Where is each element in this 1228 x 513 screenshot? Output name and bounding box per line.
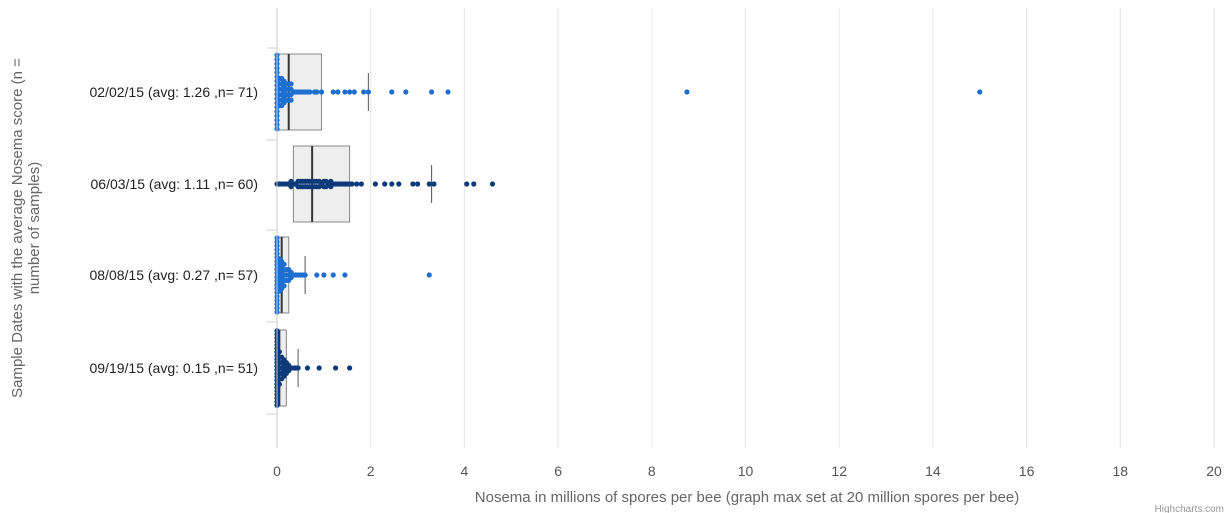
data-point bbox=[281, 283, 287, 289]
data-point bbox=[332, 365, 339, 371]
x-tick-label: 10 bbox=[738, 463, 754, 479]
x-tick-label: 20 bbox=[1206, 463, 1222, 479]
y-axis: 02/02/15 (avg: 1.26 ,n= 71) 06/03/15 (avg… bbox=[89, 8, 278, 448]
data-point bbox=[977, 89, 983, 95]
data-point bbox=[414, 181, 421, 187]
data-point bbox=[365, 89, 371, 95]
data-point bbox=[489, 181, 496, 187]
data-points bbox=[274, 52, 983, 408]
x-tick-label: 8 bbox=[648, 463, 656, 479]
data-point bbox=[316, 365, 322, 371]
data-point bbox=[330, 89, 336, 95]
x-axis-title: Nosema in millions of spores per bee (gr… bbox=[475, 489, 1019, 506]
data-point bbox=[349, 181, 355, 187]
data-point bbox=[295, 365, 301, 371]
data-point bbox=[304, 365, 311, 371]
x-tick-label: 0 bbox=[273, 463, 281, 479]
x-tick-label: 2 bbox=[367, 463, 375, 479]
data-point bbox=[288, 81, 294, 87]
data-point bbox=[347, 89, 353, 95]
grid-lines bbox=[370, 8, 1215, 448]
data-point bbox=[314, 89, 320, 95]
data-point bbox=[471, 181, 477, 187]
data-point bbox=[396, 181, 402, 187]
data-point bbox=[361, 89, 367, 95]
data-point bbox=[382, 181, 388, 187]
data-point bbox=[342, 89, 348, 95]
data-point bbox=[314, 272, 320, 278]
data-point bbox=[321, 272, 327, 278]
category-label: 08/08/15 (avg: 0.27 ,n= 57) bbox=[89, 267, 258, 283]
data-point bbox=[426, 181, 432, 187]
credits: Highcharts.com bbox=[1155, 504, 1224, 513]
data-point bbox=[429, 89, 435, 95]
data-point bbox=[351, 89, 357, 95]
data-point bbox=[330, 272, 336, 278]
data-point bbox=[684, 89, 690, 95]
data-point bbox=[464, 181, 470, 187]
data-point bbox=[426, 272, 432, 278]
data-point bbox=[389, 89, 395, 95]
category-label: 09/19/15 (avg: 0.15 ,n= 51) bbox=[89, 360, 258, 376]
x-tick-label: 6 bbox=[554, 463, 562, 479]
x-axis: 0 2 4 6 8 10 12 14 16 18 20 bbox=[273, 463, 1222, 479]
data-point bbox=[302, 272, 308, 278]
category-label: 06/03/15 (avg: 1.11 ,n= 60) bbox=[91, 176, 258, 192]
y-axis-title: Sample Dates with the average Nosema sco… bbox=[9, 58, 43, 398]
data-point bbox=[281, 261, 287, 267]
data-point bbox=[342, 272, 348, 278]
x-tick-label: 4 bbox=[461, 463, 469, 479]
data-point bbox=[288, 97, 294, 103]
data-point bbox=[358, 181, 364, 187]
x-tick-label: 14 bbox=[925, 463, 941, 479]
data-point bbox=[276, 381, 282, 387]
data-point bbox=[410, 181, 416, 187]
data-point bbox=[354, 181, 360, 187]
x-tick-label: 18 bbox=[1113, 463, 1129, 479]
data-point bbox=[403, 89, 409, 95]
data-point bbox=[335, 89, 341, 95]
data-point bbox=[445, 89, 451, 95]
data-point bbox=[347, 365, 353, 371]
y-axis-title-line: Sample Dates with the average Nosema sco… bbox=[9, 58, 26, 398]
y-axis-title-line: number of samples) bbox=[26, 162, 43, 295]
x-tick-label: 12 bbox=[831, 463, 847, 479]
data-point bbox=[318, 89, 325, 95]
data-point bbox=[372, 181, 378, 187]
data-point bbox=[307, 89, 313, 95]
data-point bbox=[389, 181, 395, 187]
data-point bbox=[276, 349, 282, 355]
category-label: 02/02/15 (avg: 1.26 ,n= 71) bbox=[89, 84, 258, 100]
data-point bbox=[431, 181, 437, 187]
box-plots bbox=[276, 53, 433, 407]
x-tick-label: 16 bbox=[1019, 463, 1035, 479]
